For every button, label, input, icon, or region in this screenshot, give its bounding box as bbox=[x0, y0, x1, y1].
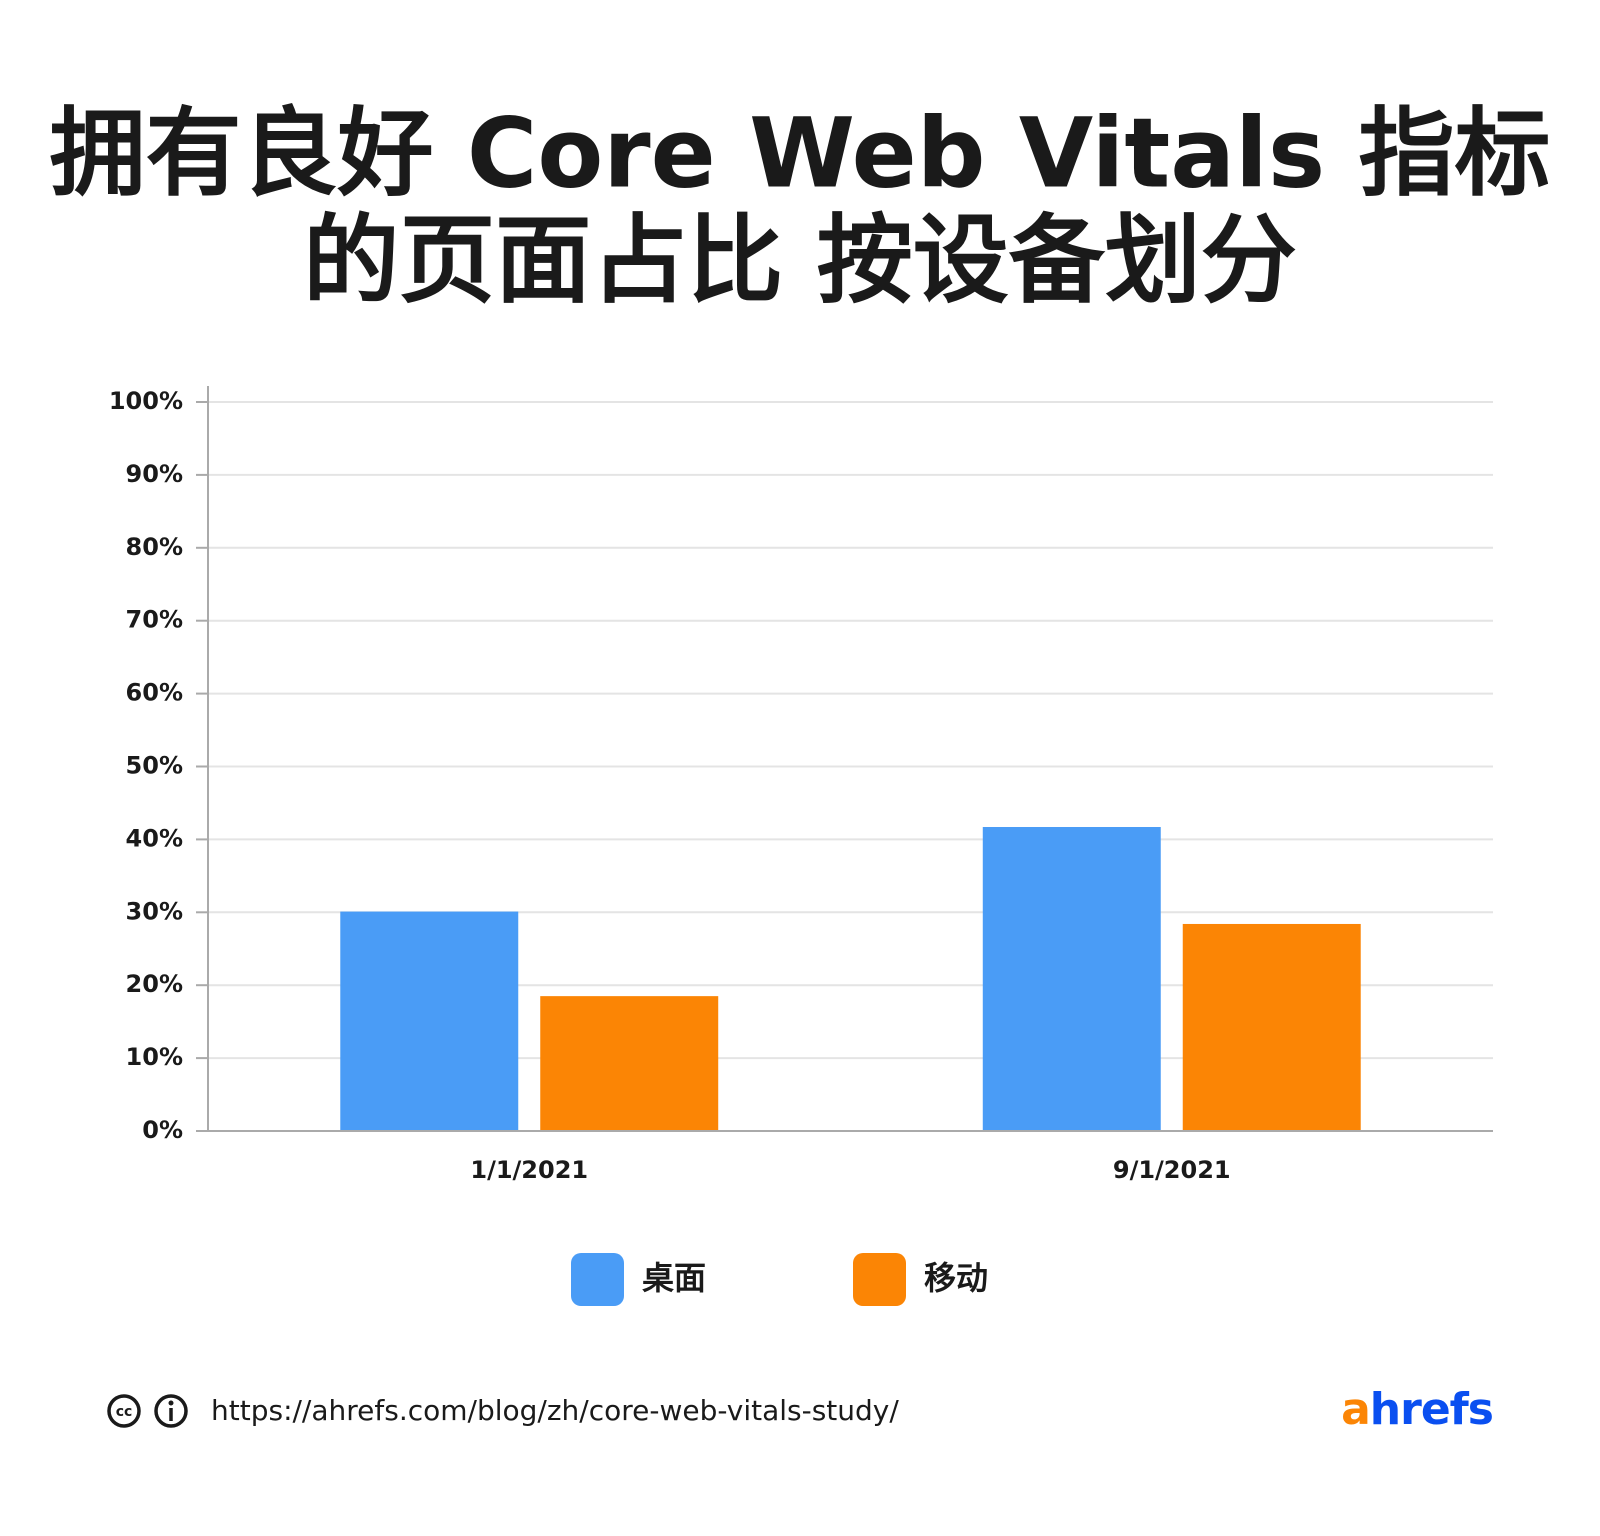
y-tick-label: 0% bbox=[142, 1116, 183, 1144]
y-tick-label: 40% bbox=[126, 824, 183, 852]
x-tick-label: 9/1/2021 bbox=[1113, 1156, 1231, 1184]
legend-label: 移动 bbox=[924, 1259, 988, 1297]
bar bbox=[982, 827, 1161, 1131]
logo: ahrefs bbox=[1341, 1384, 1493, 1435]
y-tick-label: 60% bbox=[126, 679, 183, 707]
y-tick-label: 70% bbox=[126, 606, 183, 634]
legend-label: 桌面 bbox=[642, 1259, 706, 1297]
y-tick-label: 10% bbox=[126, 1043, 183, 1071]
legend-swatch bbox=[571, 1253, 624, 1306]
bar bbox=[340, 911, 519, 1131]
y-tick-label: 100% bbox=[109, 387, 183, 415]
source-url: https://ahrefs.com/blog/zh/core-web-vita… bbox=[211, 1394, 899, 1427]
x-tick-label: 1/1/2021 bbox=[470, 1156, 588, 1184]
cc-mark: cc bbox=[116, 1404, 133, 1420]
y-tick-label: 30% bbox=[126, 897, 183, 925]
chart-title: 拥有良好 Core Web Vitals 指标 bbox=[49, 97, 1550, 209]
y-tick-label: 90% bbox=[126, 460, 183, 488]
bar bbox=[1182, 923, 1361, 1131]
chart-title: 的页面占比 按设备划分 bbox=[303, 204, 1296, 316]
bar bbox=[540, 996, 719, 1131]
cc-icon bbox=[107, 1394, 188, 1428]
y-tick-label: 20% bbox=[126, 970, 183, 998]
legend-swatch bbox=[853, 1253, 906, 1306]
y-tick-label: 80% bbox=[126, 533, 183, 561]
y-tick-label: 50% bbox=[126, 752, 183, 780]
